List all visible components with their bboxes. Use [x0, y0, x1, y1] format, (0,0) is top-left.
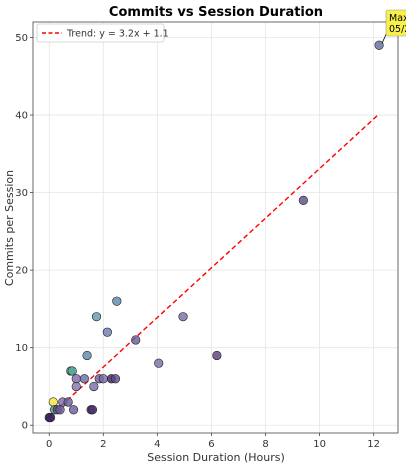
data-point — [71, 374, 81, 384]
data-point — [298, 195, 308, 205]
x-tick-label: 2 — [100, 439, 106, 450]
legend-trend-label: Trend: y = 3.2x + 1.1 — [66, 29, 169, 40]
data-point — [63, 397, 73, 407]
data-points — [44, 40, 384, 423]
data-point — [68, 405, 79, 415]
data-point — [79, 374, 89, 384]
y-tick-label: 50 — [15, 33, 28, 44]
x-tick-label: 6 — [208, 439, 214, 450]
y-tick-label: 30 — [15, 188, 28, 199]
data-point — [82, 350, 92, 361]
y-tick-label: 10 — [15, 343, 28, 354]
trend-line — [48, 113, 380, 418]
data-point — [67, 366, 77, 376]
data-point — [178, 312, 188, 322]
data-point — [212, 350, 222, 361]
x-axis-label: Session Duration (Hours) — [147, 451, 285, 464]
annotation-text: 05/2 — [389, 24, 406, 35]
legend-box — [36, 23, 165, 43]
data-point — [45, 412, 56, 423]
data-point — [110, 374, 121, 384]
grid — [33, 22, 398, 433]
x-axis-ticks: 0 2 4 6 8 10 12 — [46, 433, 380, 450]
x-tick-label: 8 — [262, 439, 268, 450]
y-tick-label: 0 — [22, 421, 28, 432]
data-point — [154, 358, 164, 368]
data-point — [48, 397, 58, 407]
data-point — [55, 405, 65, 415]
data-point — [98, 374, 108, 384]
x-tick-label: 0 — [46, 439, 52, 450]
y-axis-ticks: 0 10 20 30 40 50 — [15, 33, 33, 432]
x-tick-label: 12 — [367, 439, 380, 450]
data-point — [71, 381, 81, 392]
data-point — [89, 381, 99, 392]
trend-line-layer — [48, 113, 380, 418]
x-tick-label: 4 — [154, 439, 160, 450]
y-tick-label: 40 — [15, 111, 28, 122]
annotation-box — [385, 9, 406, 37]
annotation-text: Max — [389, 13, 406, 24]
y-tick-label: 20 — [15, 266, 28, 277]
data-point — [102, 327, 112, 337]
x-tick-label: 10 — [313, 439, 326, 450]
chart-title: Commits vs Session Duration — [109, 5, 323, 20]
plot-frame — [32, 21, 399, 434]
data-point — [374, 40, 384, 50]
data-point — [87, 405, 98, 415]
data-point — [131, 335, 141, 345]
legend: Trend: y = 3.2x + 1.1 — [36, 23, 169, 43]
data-point — [91, 312, 102, 322]
y-axis-label: Commits per Session — [3, 170, 16, 286]
data-point — [112, 296, 122, 306]
